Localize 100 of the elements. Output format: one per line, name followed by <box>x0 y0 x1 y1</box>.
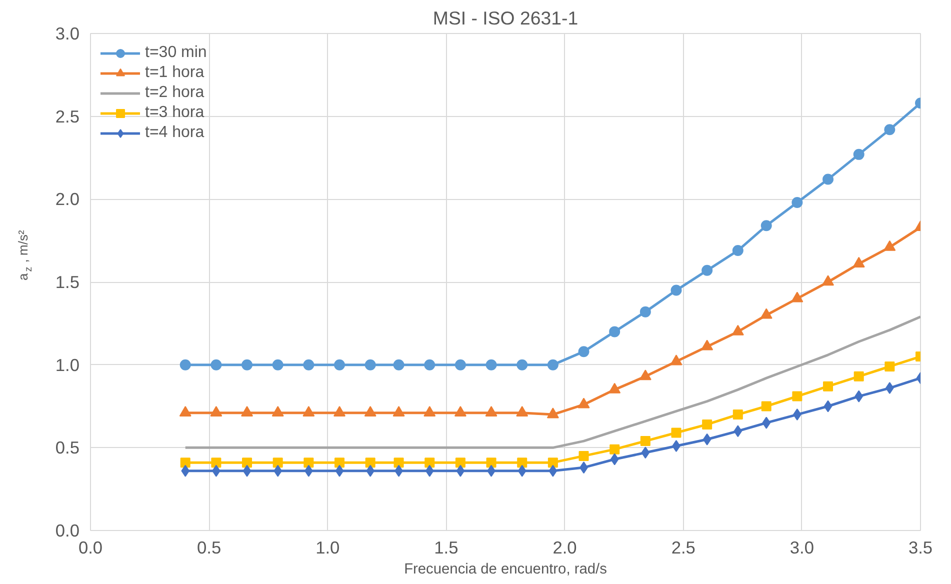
point <box>608 382 621 394</box>
point <box>854 371 864 382</box>
x-tick-label: 0.5 <box>197 538 222 558</box>
point <box>424 359 436 370</box>
point <box>702 433 712 446</box>
y-tick-label: 2.5 <box>55 106 80 126</box>
point <box>734 425 742 438</box>
point <box>455 458 466 468</box>
chart-title: MSI - ISO 2631-1 <box>432 8 578 28</box>
x-tick-label: 3.5 <box>908 538 933 558</box>
point <box>364 359 376 370</box>
x-tick-label: 0.0 <box>78 538 103 558</box>
y-tick-label: 2.0 <box>55 189 80 210</box>
legend-label: t=4 hora <box>145 124 204 142</box>
point <box>792 196 803 208</box>
point <box>670 284 682 296</box>
point <box>518 464 526 477</box>
point <box>454 359 466 370</box>
point <box>242 359 253 370</box>
legend-label: t=30 min <box>145 44 207 62</box>
point <box>303 359 314 370</box>
point <box>516 359 528 370</box>
x-axis-title: Frecuencia de encuentro, rad/s <box>404 562 607 578</box>
point <box>456 464 465 477</box>
y-tick-label: 3.0 <box>55 24 80 44</box>
point <box>180 359 191 370</box>
point <box>853 148 864 160</box>
x-tick-label: 1.5 <box>434 538 458 558</box>
point <box>791 292 804 302</box>
point <box>884 124 896 136</box>
legend-label: t=1 hora <box>145 64 204 82</box>
point <box>822 174 834 185</box>
point <box>272 406 284 417</box>
point <box>272 359 284 370</box>
point <box>823 381 834 392</box>
point <box>792 391 802 402</box>
point <box>242 458 252 468</box>
point <box>640 436 650 446</box>
point <box>454 406 466 417</box>
point <box>393 359 404 370</box>
point <box>546 408 559 418</box>
point <box>516 406 528 417</box>
line-series <box>184 316 920 449</box>
point <box>425 464 434 477</box>
point <box>640 306 651 318</box>
y-tick-label: 1.0 <box>55 354 80 375</box>
point <box>762 416 771 429</box>
x-tick-label: 2.0 <box>552 538 577 558</box>
point <box>884 361 895 372</box>
point <box>486 359 497 370</box>
point <box>702 419 712 430</box>
point <box>181 464 190 477</box>
point <box>639 370 652 380</box>
point <box>180 458 190 468</box>
y-axis-title: az , m/s² <box>16 230 34 280</box>
point <box>852 256 865 268</box>
point <box>884 240 896 251</box>
point <box>394 458 404 468</box>
legend-label: t=2 hora <box>145 84 204 102</box>
point <box>732 324 744 336</box>
point <box>334 458 344 468</box>
legend-label: t=3 hora <box>145 104 204 122</box>
point <box>302 406 315 417</box>
point <box>548 458 558 468</box>
point <box>671 428 682 438</box>
point <box>210 359 222 370</box>
point <box>242 464 252 477</box>
point <box>578 450 589 461</box>
point <box>822 275 834 286</box>
point <box>760 220 772 232</box>
point <box>641 446 650 459</box>
point <box>210 406 222 417</box>
x-tick-label: 1.0 <box>316 538 340 558</box>
point <box>211 458 222 468</box>
point <box>854 390 864 402</box>
point <box>670 354 682 366</box>
point <box>274 464 282 477</box>
point <box>547 359 558 370</box>
point <box>760 308 772 319</box>
point <box>485 406 498 417</box>
point <box>701 340 714 350</box>
point <box>732 410 743 420</box>
point <box>578 398 590 408</box>
y-tick-label: 0.0 <box>55 520 80 540</box>
y-tick-label: 0.5 <box>55 438 80 458</box>
point <box>272 458 283 468</box>
point <box>365 458 376 468</box>
x-tick-label: 3.0 <box>790 538 814 558</box>
point <box>424 406 436 417</box>
point <box>609 326 620 338</box>
point <box>335 464 344 477</box>
point <box>610 444 620 454</box>
point <box>732 245 744 256</box>
point <box>424 458 435 468</box>
point <box>517 458 528 468</box>
point <box>334 406 346 417</box>
point <box>486 458 496 468</box>
point <box>548 464 558 477</box>
point <box>304 458 314 468</box>
point <box>179 406 192 417</box>
